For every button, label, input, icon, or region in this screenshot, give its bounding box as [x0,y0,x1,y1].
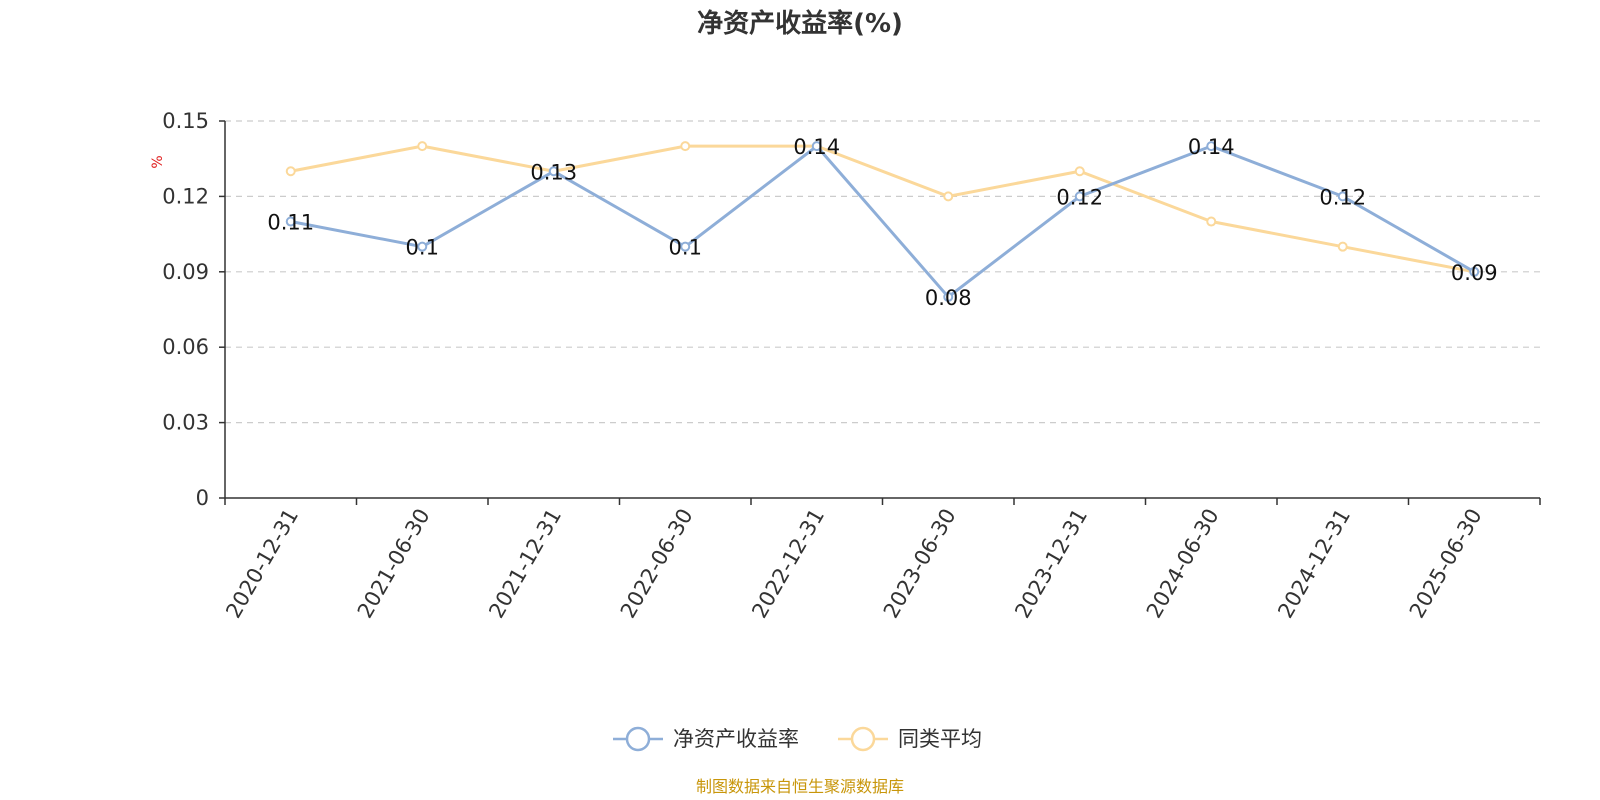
y-tick-label: 0 [196,486,209,510]
x-tick-label: 2021-06-30 [353,505,435,623]
y-tick-label: 0.06 [162,335,209,359]
data-point[interactable] [1074,191,1085,202]
y-tick-label: 0.15 [162,109,209,133]
data-point[interactable] [680,141,691,152]
data-label: 0.11 [267,211,314,235]
data-point[interactable] [1337,191,1348,202]
data-point[interactable] [285,166,296,177]
data-point[interactable] [943,191,954,202]
series-line [290,144,1475,299]
data-point[interactable] [285,216,296,227]
legend-label: 同类平均 [898,727,982,751]
legend-item[interactable]: 同类平均 [838,726,982,752]
legend-circle-icon [850,726,876,752]
y-axis-unit: % [150,155,166,168]
grid-lines [225,120,1540,424]
x-tick-label: 2022-12-31 [747,505,829,623]
data-point[interactable] [811,141,822,152]
x-tick-label: 2020-12-31 [221,505,303,623]
data-point[interactable] [1469,266,1480,277]
y-tick-label: 0.03 [162,411,209,435]
legend[interactable]: 净资产收益率 同类平均 [613,726,982,752]
x-tick-label: 2024-12-31 [1273,505,1355,623]
series-line [290,144,1475,274]
series-1 [285,141,1480,302]
data-point[interactable] [1206,216,1217,227]
x-tick-label: 2023-06-30 [879,505,961,623]
source-note: 制图数据来自恒生聚源数据库 [696,777,904,796]
y-tick-label: 0.12 [162,184,209,208]
data-label: 0.12 [1319,185,1366,209]
data-label: 0.12 [1056,185,1103,209]
data-label: 0.14 [1188,135,1235,159]
data-label: 0.1 [669,236,702,260]
data-point[interactable] [680,241,691,252]
data-labels: 0.11 0.1 0.13 0.1 0.14 0.08 0.12 0.14 0.12 0.09 [267,135,1497,310]
data-label: 0.1 [406,236,439,260]
data-label: 0.09 [1451,261,1498,285]
x-tick-label: 2022-06-30 [616,505,698,623]
legend-circle-icon [625,726,651,752]
data-point[interactable] [1206,141,1217,152]
x-tick-label: 2021-12-31 [484,505,566,623]
data-point[interactable] [1074,166,1085,177]
series-2 [285,141,1480,277]
x-tick-label: 2025-06-30 [1405,505,1487,623]
data-label: 0.08 [925,286,972,310]
data-point[interactable] [548,166,559,177]
legend-item[interactable]: 净资产收益率 [613,726,799,752]
x-tick-label: 2024-06-30 [1142,505,1224,623]
series-layer [285,141,1480,302]
data-point[interactable] [1337,241,1348,252]
legend-label: 净资产收益率 [673,727,799,751]
y-tick-label: 0.09 [162,260,209,284]
data-point[interactable] [417,241,428,252]
chart-title: 净资产收益率(%) [697,8,903,39]
x-tick-label: 2023-12-31 [1010,505,1092,623]
data-point[interactable] [943,291,954,302]
data-label: 0.13 [530,160,577,184]
data-point[interactable] [417,141,428,152]
data-label: 0.14 [793,135,840,159]
